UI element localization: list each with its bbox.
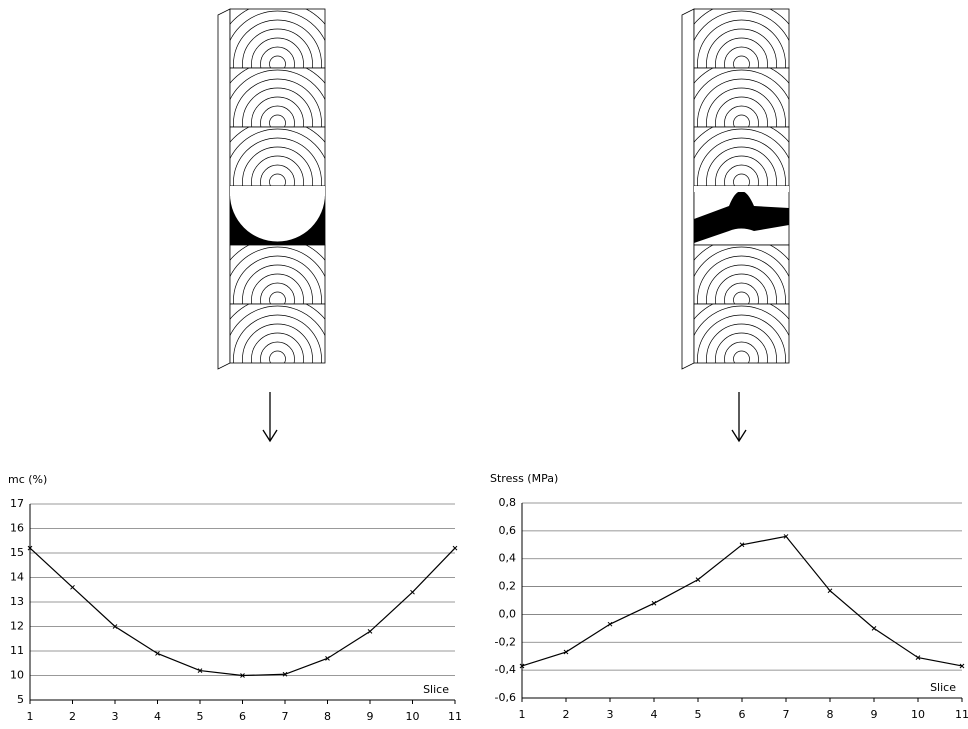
x-axis-label: Slice [423,683,449,696]
point [652,601,656,605]
x-tick-label: 6 [739,708,746,721]
y-tick-label: 0,2 [499,580,517,593]
block-segment [216,297,340,421]
block [680,2,804,421]
series-line [30,548,455,675]
y-tick-label: -0,4 [495,663,516,676]
x-tick-label: 4 [154,710,161,723]
point [696,578,700,582]
x-tick-label: 5 [695,708,702,721]
rings [230,186,325,245]
y-tick-label: 14 [10,571,24,584]
x-tick-label: 8 [827,708,834,721]
x-tick-label: 10 [406,710,420,723]
block-segment [694,186,789,245]
y-tick-label: 10 [10,669,24,682]
y-tick-label: 12 [10,620,24,633]
x-tick-label: 9 [367,710,374,723]
x-tick-label: 10 [911,708,925,721]
y-tick-label: 15 [10,546,24,559]
point [453,546,457,550]
block-side [682,9,694,369]
point [368,629,372,633]
segment-face [694,127,789,186]
x-tick-label: 2 [69,710,76,723]
point [71,585,75,589]
x-tick-label: 6 [239,710,246,723]
series-line [522,536,962,666]
point [828,589,832,593]
light-top [694,186,789,192]
segment-face [230,68,325,127]
x-tick-label: 11 [955,708,968,721]
y-tick-label: 17 [10,497,24,510]
block-segment [680,297,804,421]
point [608,622,612,626]
segment-face [230,127,325,186]
x-tick-label: 1 [27,710,34,723]
segment-face [694,9,789,68]
x-tick-label: 5 [197,710,204,723]
block-side [218,9,230,369]
y-tick-label: 0,6 [499,524,517,537]
y-tick-label: 0,0 [499,607,517,620]
x-tick-label: 7 [282,710,289,723]
y-tick-label: -0,2 [495,635,516,648]
y-tick-label: 11 [10,644,24,657]
y-tick-label: 0,8 [499,496,517,509]
x-tick-label: 7 [783,708,790,721]
block [216,2,340,421]
segment-face [230,304,325,363]
point [872,626,876,630]
segment-face [230,9,325,68]
y-axis-label: Stress (MPa) [490,472,558,485]
x-tick-label: 8 [324,710,331,723]
y-tick-label: 16 [10,522,24,535]
segment-face [694,304,789,363]
x-tick-label: 11 [448,710,462,723]
x-tick-label: 3 [112,710,119,723]
segment-face [694,68,789,127]
y-axis-label: mc (%) [8,473,47,486]
light-top [230,186,325,196]
wood-blocks [216,2,804,421]
point [411,590,415,594]
x-axis-label: Slice [930,681,956,694]
figure: mc (%)510111213141516171234567891011Slic… [0,0,968,725]
x-tick-label: 4 [651,708,658,721]
y-tick-label: -0,6 [495,691,516,704]
x-tick-label: 1 [519,708,526,721]
block-segment [230,186,325,245]
y-tick-label: 13 [10,595,24,608]
y-tick-label: 0,4 [499,552,517,565]
y-tick-label: 5 [17,693,24,706]
x-tick-label: 2 [563,708,570,721]
segment-face [230,245,325,304]
x-tick-label: 9 [871,708,878,721]
arrows [263,392,746,441]
segment-face [694,245,789,304]
x-tick-label: 3 [607,708,614,721]
